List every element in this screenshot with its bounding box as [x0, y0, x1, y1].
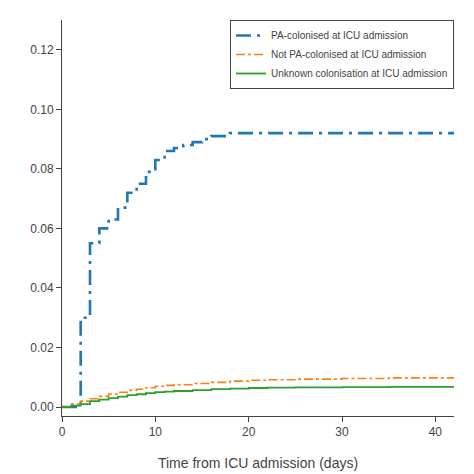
svg-text:0.12: 0.12	[30, 43, 54, 57]
svg-text:PA-colonised at ICU admission: PA-colonised at ICU admission	[271, 30, 408, 41]
svg-text:0.04: 0.04	[30, 281, 54, 295]
svg-text:10: 10	[149, 425, 163, 439]
svg-text:0.10: 0.10	[30, 103, 54, 117]
svg-text:40: 40	[429, 425, 443, 439]
svg-text:0.06: 0.06	[30, 222, 54, 236]
svg-text:Unknown colonisation at ICU ad: Unknown colonisation at ICU admission	[271, 68, 447, 79]
svg-text:0: 0	[59, 425, 66, 439]
svg-text:0.00: 0.00	[30, 400, 54, 414]
svg-text:Time from ICU admission (days): Time from ICU admission (days)	[158, 455, 358, 471]
svg-text:Not PA-colonised at ICU admiss: Not PA-colonised at ICU admission	[271, 49, 426, 60]
svg-text:30: 30	[335, 425, 349, 439]
svg-text:20: 20	[242, 425, 256, 439]
svg-text:0.02: 0.02	[30, 341, 54, 355]
svg-text:0.08: 0.08	[30, 162, 54, 176]
